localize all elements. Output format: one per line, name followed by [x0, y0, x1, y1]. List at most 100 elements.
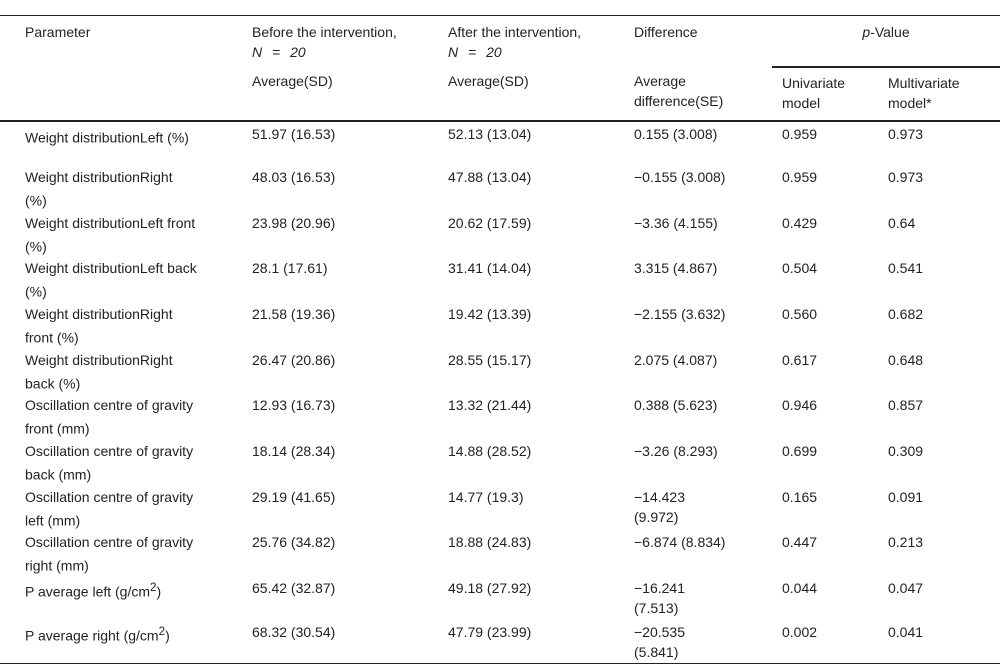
header-after-label: After the intervention,	[448, 24, 582, 40]
multivariate-cell: 0.973	[888, 126, 924, 142]
difference-cell: −14.423 (9.972)	[634, 488, 685, 525]
table-row: Weight distributionRight back (%) 26.47 (…	[0, 348, 1000, 394]
param-cell: Weight distributionRight back (%)	[0, 348, 252, 394]
after-cell: 19.42 (13.39)	[448, 305, 532, 322]
difference-cell: −6.874 (8.834)	[634, 534, 726, 551]
multivariate-cell: 0.648	[888, 351, 924, 368]
after-cell: 14.88 (28.52)	[448, 442, 532, 459]
subheader-difference: Average difference(SE)	[634, 73, 724, 109]
before-cell: 48.03 (16.53)	[252, 169, 336, 185]
multivariate-cell: 0.047	[888, 579, 924, 596]
after-cell: 47.79 (23.99)	[448, 623, 532, 640]
results-table: Parameter Before the intervention, N = 20…	[0, 15, 1000, 664]
subheader-before: Average(SD)	[252, 73, 333, 89]
multivariate-cell: 0.857	[888, 397, 924, 414]
multivariate-cell: 0.541	[888, 260, 924, 277]
before-cell: 28.1 (17.61)	[252, 260, 328, 277]
param-cell: Oscillation centre of gravity back (mm)	[0, 439, 252, 485]
param-label: P average left (g/cm	[25, 583, 151, 600]
pvalue-label: -Value	[870, 24, 910, 40]
univariate-cell: 0.429	[782, 214, 818, 231]
param-cell: Weight distributionRight (%)	[0, 165, 252, 211]
before-cell: 21.58 (19.36)	[252, 305, 336, 322]
param-suffix: )	[165, 627, 170, 644]
difference-cell: −16.241 (7.513)	[634, 579, 685, 616]
param-label: Oscillation centre of gravity right (mm)	[25, 534, 194, 574]
difference-cell: −2.155 (3.632)	[634, 305, 726, 322]
before-cell: 29.19 (41.65)	[252, 488, 336, 505]
difference-cell: 2.075 (4.087)	[634, 351, 718, 368]
header-before-label: Before the intervention,	[252, 24, 397, 40]
param-label: Weight distributionRight front (%)	[25, 305, 173, 346]
after-cell: 18.88 (24.83)	[448, 534, 532, 551]
table-row: P average left (g/cm2) 65.42 (32.87) 49.18…	[0, 576, 1000, 620]
param-cell: Weight distributionLeft (%)	[0, 121, 252, 165]
param-label: Weight distributionRight back (%)	[25, 351, 173, 392]
after-cell: 28.55 (15.17)	[448, 351, 532, 368]
param-cell: Weight distributionRight front (%)	[0, 302, 252, 348]
subheader-empty	[0, 67, 252, 121]
param-suffix: )	[156, 583, 162, 600]
before-cell: 12.93 (16.73)	[252, 397, 336, 414]
univariate-cell: 0.959	[782, 169, 818, 185]
multivariate-cell: 0.091	[888, 488, 924, 505]
header-before: Before the intervention, N = 20	[252, 16, 448, 68]
univariate-cell: 0.699	[782, 442, 818, 459]
table-row: Weight distributionRight front (%) 21.58 …	[0, 302, 1000, 348]
after-cell: 31.41 (14.04)	[448, 260, 532, 277]
after-cell: 49.18 (27.92)	[448, 579, 532, 596]
table-row: Oscillation centre of gravity right (mm)…	[0, 530, 1000, 576]
param-sup: 2	[150, 580, 157, 594]
after-cell: 13.32 (21.44)	[448, 397, 532, 414]
multivariate-cell: 0.309	[888, 442, 924, 459]
subheader-univariate: Univariate model	[772, 66, 878, 121]
difference-cell: 3.315 (4.867)	[634, 260, 718, 277]
multivariate-cell: 0.973	[888, 169, 924, 185]
univariate-cell: 0.617	[782, 351, 818, 368]
multivariate-cell: 0.041	[888, 623, 924, 640]
univariate-cell: 0.447	[782, 534, 818, 551]
after-cell: 14.77 (19.3)	[448, 488, 524, 505]
param-label: Weight distributionLeft (%)	[25, 129, 189, 146]
param-label: Weight distributionRight (%)	[25, 169, 173, 209]
table-row: Oscillation centre of gravity left (mm) 2…	[0, 485, 1000, 531]
before-cell: 23.98 (20.96)	[252, 214, 336, 231]
param-cell: Weight distributionLeft back (%)	[0, 256, 252, 302]
param-label: Oscillation centre of gravity back (mm)	[25, 442, 194, 483]
param-label: Weight distributionLeft back (%)	[25, 260, 197, 300]
table-row: Weight distributionLeft back (%) 28.1 (17…	[0, 256, 1000, 302]
after-cell: 47.88 (13.04)	[448, 169, 532, 185]
param-label: Oscillation centre of gravity front (mm)	[25, 397, 194, 437]
param-cell: P average left (g/cm2)	[0, 576, 252, 620]
param-cell: Oscillation centre of gravity right (mm)	[0, 530, 252, 576]
table-row: Weight distributionLeft (%) 51.97 (16.53)…	[0, 121, 1000, 165]
subheader-multivariate: Multivariate model*	[878, 66, 1000, 121]
difference-cell: 0.155 (3.008)	[634, 126, 718, 142]
before-cell: 65.42 (32.87)	[252, 579, 336, 596]
univariate-cell: 0.504	[782, 260, 818, 277]
difference-cell: −20.535 (5.841)	[634, 623, 685, 660]
header-difference: Difference	[634, 24, 698, 40]
univariate-cell: 0.044	[782, 579, 818, 596]
table-row: Oscillation centre of gravity back (mm) 1…	[0, 439, 1000, 485]
multivariate-cell: 0.213	[888, 534, 924, 551]
param-cell: Weight distributionLeft front (%)	[0, 211, 252, 257]
multivariate-cell: 0.682	[888, 305, 924, 322]
header-after: After the intervention, N = 20	[448, 16, 634, 68]
difference-cell: 0.388 (5.623)	[634, 397, 718, 414]
before-cell: 26.47 (20.86)	[252, 351, 336, 368]
after-cell: 20.62 (17.59)	[448, 214, 532, 231]
table-row: P average right (g/cm2) 68.32 (30.54) 47.7…	[0, 620, 1000, 664]
param-label: Oscillation centre of gravity left (mm)	[25, 488, 194, 529]
header-before-n: N = 20	[252, 44, 306, 60]
table-row: Oscillation centre of gravity front (mm)…	[0, 393, 1000, 439]
header-pvalue: p-Value	[772, 16, 1000, 68]
pvalue-p: p	[862, 24, 871, 40]
param-label: P average right (g/cm	[25, 627, 159, 644]
before-cell: 25.76 (34.82)	[252, 534, 336, 551]
univariate-cell: 0.165	[782, 488, 818, 505]
univariate-cell: 0.946	[782, 397, 818, 414]
table-row: Weight distributionRight (%) 48.03 (16.53…	[0, 165, 1000, 211]
header-after-n: N = 20	[448, 44, 502, 60]
before-cell: 51.97 (16.53)	[252, 126, 336, 142]
